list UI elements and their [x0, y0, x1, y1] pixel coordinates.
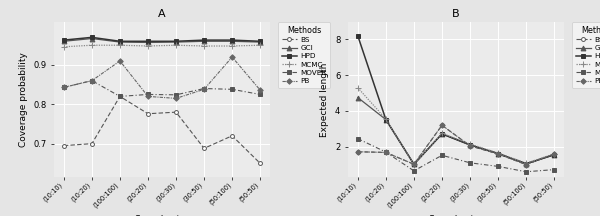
Legend: BS, GCI, HPD, MCMC, MOVER, PB: BS, GCI, HPD, MCMC, MOVER, PB	[278, 22, 331, 88]
Title: B: B	[452, 10, 460, 19]
X-axis label: Sample size: Sample size	[429, 215, 483, 216]
Y-axis label: Expected length: Expected length	[320, 62, 329, 137]
Title: A: A	[158, 10, 166, 19]
X-axis label: Sample size: Sample size	[135, 215, 189, 216]
Legend: BS, GCI, HPD, MCMC, MOVER, PB: BS, GCI, HPD, MCMC, MOVER, PB	[572, 22, 600, 88]
Y-axis label: Coverage probability: Coverage probability	[19, 52, 28, 147]
